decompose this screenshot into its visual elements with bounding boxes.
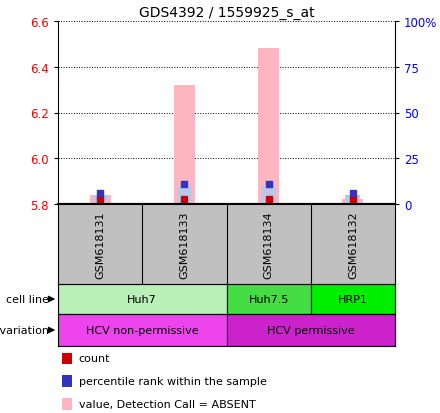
Title: GDS4392 / 1559925_s_at: GDS4392 / 1559925_s_at	[139, 5, 314, 19]
Bar	[345, 195, 360, 204]
Text: HRP1: HRP1	[338, 294, 368, 304]
Bar	[174, 86, 195, 204]
Bar	[311, 284, 395, 314]
Bar	[177, 186, 192, 204]
Bar	[227, 284, 311, 314]
Text: HCV non-permissive: HCV non-permissive	[86, 325, 198, 335]
Text: GSM618134: GSM618134	[264, 211, 274, 278]
Text: value, Detection Call = ABSENT: value, Detection Call = ABSENT	[79, 399, 256, 409]
Text: GSM618132: GSM618132	[348, 211, 358, 278]
Text: cell line: cell line	[6, 294, 49, 304]
Bar	[258, 49, 279, 204]
Text: count: count	[79, 354, 110, 363]
Text: GSM618131: GSM618131	[95, 211, 105, 278]
Bar	[92, 195, 108, 204]
Text: GSM618133: GSM618133	[180, 211, 189, 278]
Bar	[261, 186, 276, 204]
Text: Huh7.5: Huh7.5	[249, 294, 289, 304]
Text: percentile rank within the sample: percentile rank within the sample	[79, 376, 267, 386]
Text: genotype/variation: genotype/variation	[0, 325, 49, 335]
Text: Huh7: Huh7	[127, 294, 157, 304]
Bar	[58, 314, 227, 346]
Bar	[90, 195, 110, 204]
Bar	[227, 314, 395, 346]
Text: HCV permissive: HCV permissive	[267, 325, 355, 335]
Bar	[58, 284, 227, 314]
Bar	[342, 200, 363, 204]
